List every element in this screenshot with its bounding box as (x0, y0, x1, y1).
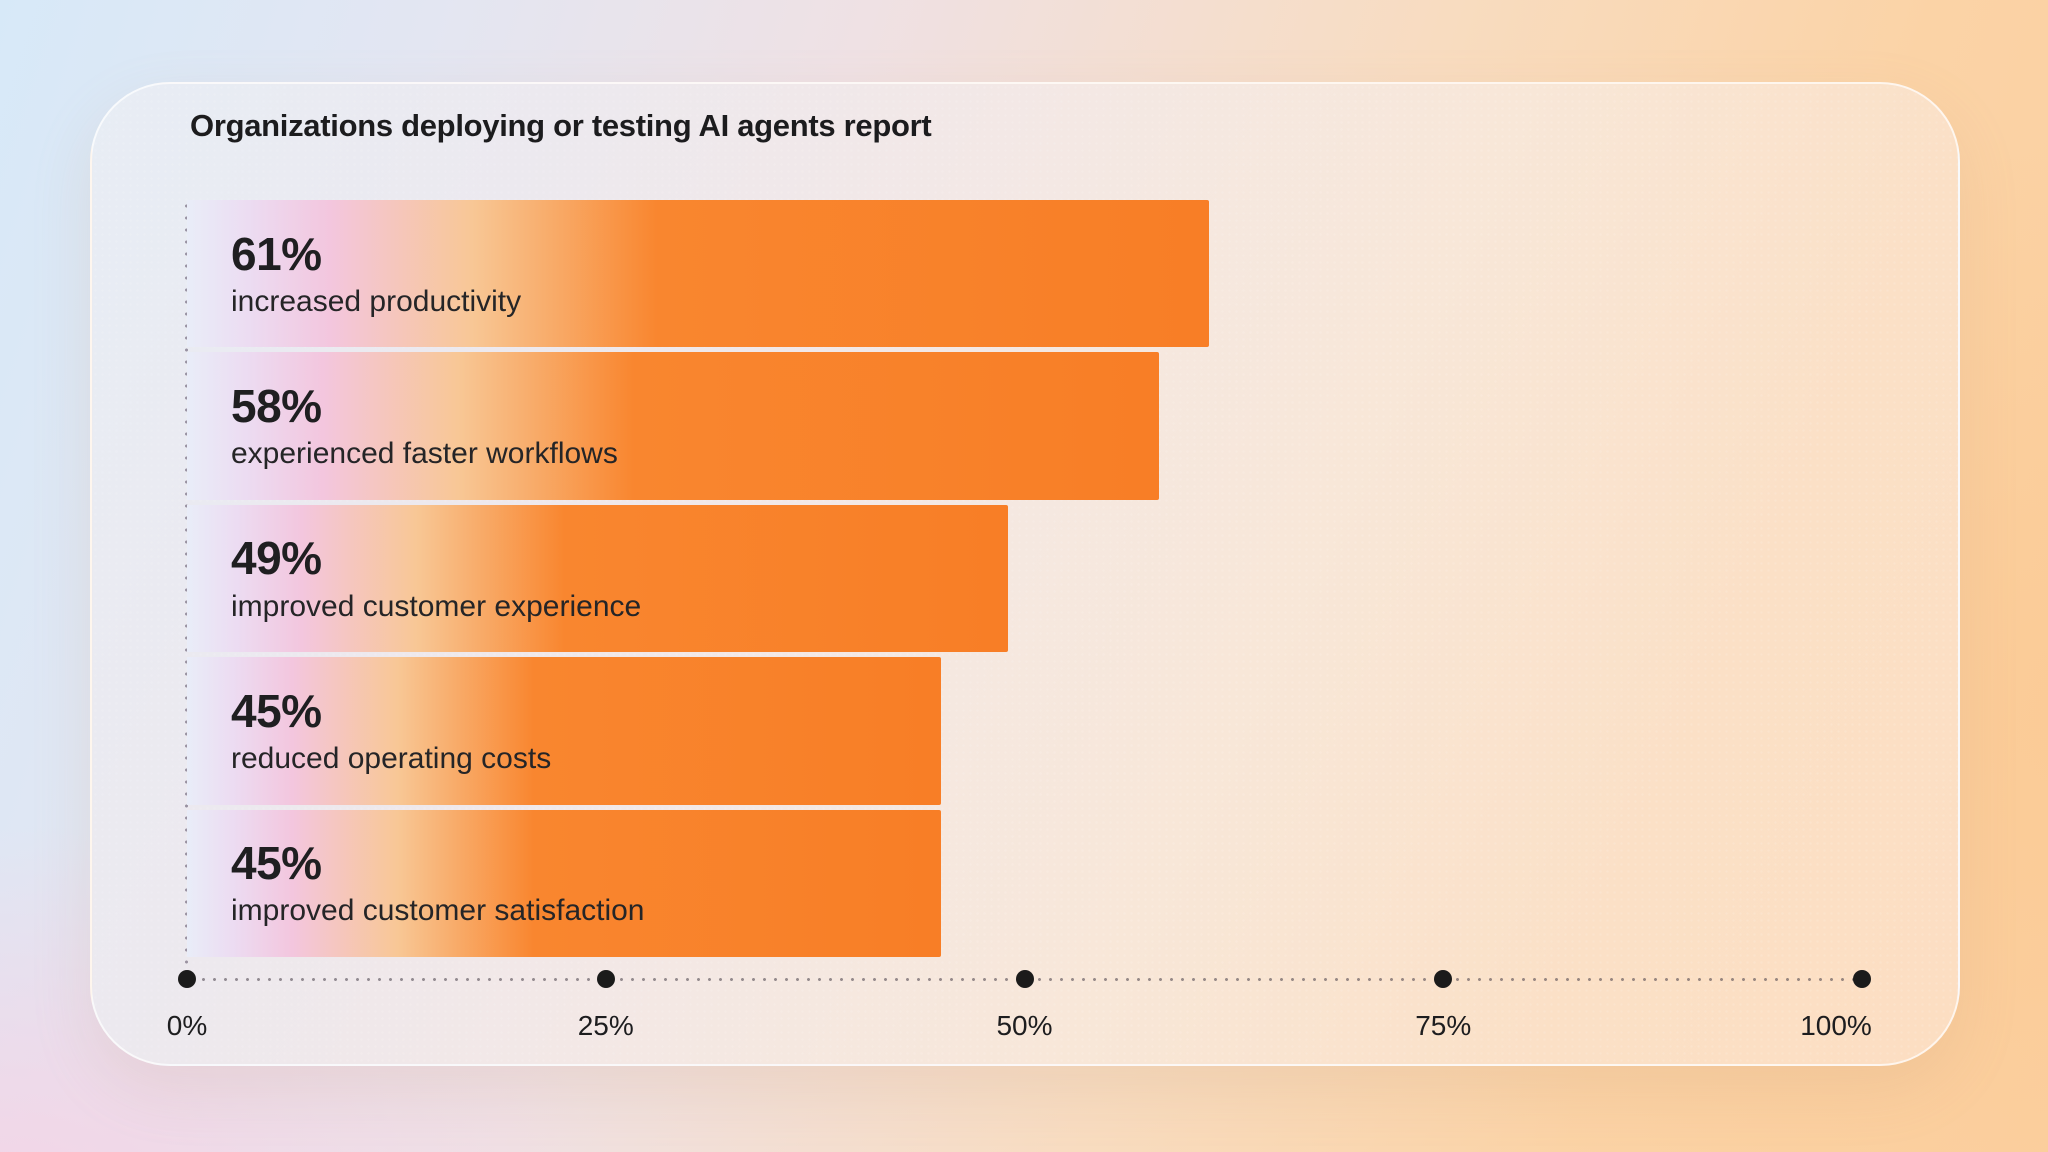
axis-tick-dot-icon (1853, 970, 1871, 988)
chart-title: Organizations deploying or testing AI ag… (190, 108, 932, 143)
x-axis: 0% 25% 50% 75% 100% (167, 970, 1872, 1060)
bar-category-label: increased productivity (231, 284, 522, 318)
bar-row: 58% experienced faster workflows (187, 352, 1862, 500)
axis-tick-label: 0% (166, 1010, 208, 1041)
bar-row: 45% improved customer satisfaction (187, 809, 1862, 958)
bar-value: 45% (231, 837, 322, 890)
axis-tick-label: 100% (1800, 1010, 1872, 1041)
bar-row: 61% increased productivity (187, 200, 1862, 348)
axis-tick-dot-icon (1434, 970, 1453, 988)
bar-value: 45% (231, 684, 322, 737)
axis-tick-label: 50% (996, 1010, 1053, 1041)
bar-category-label: improved customer satisfaction (231, 894, 645, 928)
bar-value: 49% (231, 532, 322, 585)
bar-category-label: improved customer experience (231, 589, 642, 623)
axis-tick-dot-icon (1015, 970, 1034, 988)
bar-row: 45% reduced operating costs (187, 657, 1862, 805)
axis-tick-label: 25% (577, 1010, 634, 1041)
bar-fill: 49% improved customer experience (187, 504, 1008, 653)
bar-chart: 61% increased productivity 58% experienc… (187, 200, 1862, 958)
bar-fill: 58% experienced faster workflows (187, 352, 1159, 500)
bar-category-label: experienced faster workflows (231, 437, 618, 471)
axis-tick-dot-icon (596, 970, 615, 988)
bar-fill: 45% reduced operating costs (187, 657, 941, 805)
axis-tick-label: 75% (1415, 1010, 1472, 1041)
bar-fill: 61% increased productivity (187, 200, 1209, 348)
bar-row: 49% improved customer experience (187, 504, 1862, 653)
bar-value: 58% (231, 379, 322, 432)
bar-fill: 45% improved customer satisfaction (187, 809, 941, 958)
axis-tick-dot-icon (178, 970, 196, 988)
bar-value: 61% (231, 227, 322, 280)
bar-category-label: reduced operating costs (231, 742, 552, 776)
